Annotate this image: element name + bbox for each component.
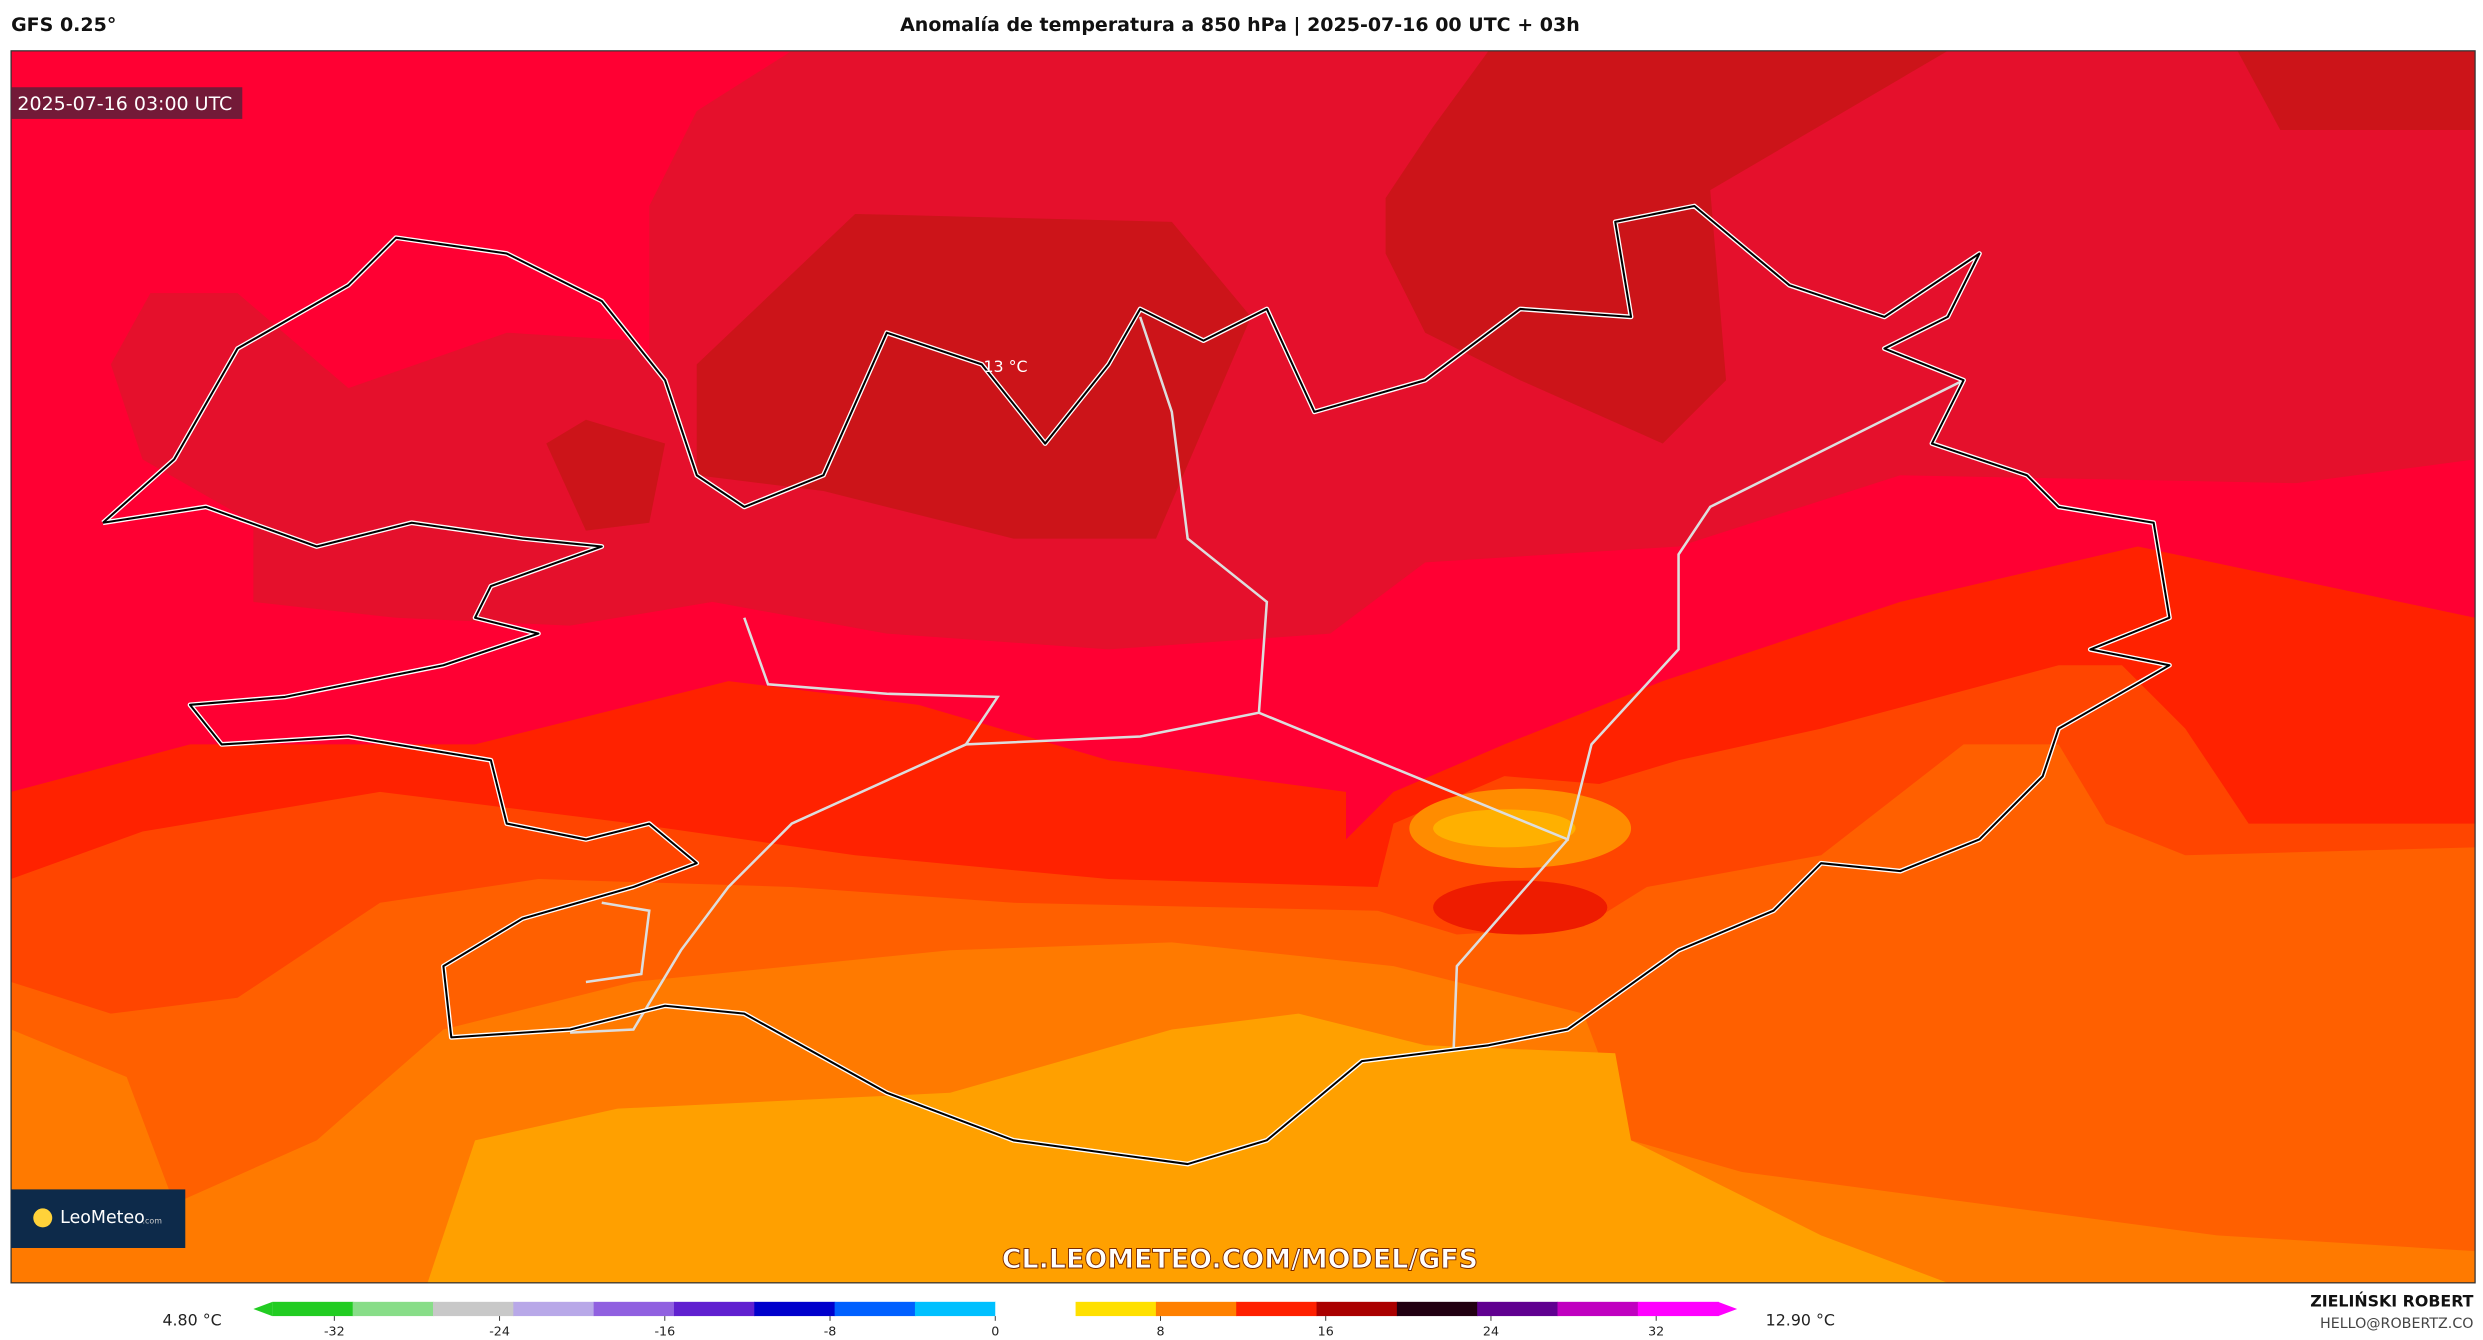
colorbar-segment [1236, 1301, 1318, 1317]
colorbar-segment [673, 1301, 755, 1317]
colorbar-segment [1557, 1301, 1639, 1317]
colorbar-tick-label: -16 [654, 1323, 675, 1338]
contour-area [696, 213, 1252, 539]
contour-area [546, 419, 666, 531]
colorbar-segment [1316, 1301, 1398, 1317]
colorbar-tick-label: 0 [991, 1323, 999, 1338]
colorbar-segment [1637, 1301, 1719, 1317]
colorbar-tick-label: 8 [1156, 1323, 1164, 1338]
colorbar-tick-label: 24 [1483, 1323, 1499, 1338]
colorbar-tick-label: -32 [324, 1323, 345, 1338]
author: ZIELIŃSKI ROBERT [2310, 1291, 2473, 1310]
colorbar-tick-label: 32 [1648, 1323, 1664, 1338]
colorbar-segment [593, 1301, 675, 1317]
contour-area [1385, 50, 1948, 444]
border [570, 743, 967, 1034]
border [1452, 838, 1569, 1049]
colorbar-tick-label: 16 [1318, 1323, 1334, 1338]
colorbar-segment [1155, 1301, 1237, 1317]
timestamp: 2025-07-16 03:00 UTC [17, 93, 232, 115]
colorbar-segment [1396, 1301, 1478, 1317]
contour-label: 13 °C [983, 357, 1027, 376]
map-title: Anomalía de temperatura a 850 hPa | 2025… [900, 14, 1580, 36]
colorbar-segment [352, 1301, 434, 1317]
border [1258, 379, 1965, 842]
border [743, 316, 1269, 746]
timestamp-box [11, 87, 243, 119]
colorbar-segment [1075, 1301, 1157, 1317]
border [585, 901, 651, 984]
model-label: GFS 0.25° [11, 14, 116, 36]
colorbar-segment [513, 1301, 595, 1317]
colorbar-segment [914, 1301, 996, 1317]
colorbar-segment [995, 1301, 1077, 1317]
min-label: 4.80 °C [162, 1310, 221, 1329]
colorbar-tick-label: -8 [824, 1323, 837, 1338]
coastline [101, 203, 2172, 1167]
watermark: CL.LEOMETEO.COM/MODEL/GFS [1002, 1244, 1478, 1275]
max-label: 12.90 °C [1766, 1310, 1835, 1329]
colorbar-extend [1718, 1301, 1738, 1317]
logo-text: LeoMeteo [60, 1208, 145, 1228]
map-frame [10, 50, 2476, 1284]
contour-area [427, 1013, 1948, 1283]
colorbar-segment [272, 1301, 354, 1317]
colorbar: -32 -24 -16 -8 0 8 16 24 32 [253, 1301, 1738, 1338]
logo-sun [33, 1208, 53, 1228]
colorbar-extend [253, 1301, 273, 1317]
email: HELLO@ROBERTZ.CO [2320, 1316, 2473, 1332]
colorbar-segment [1477, 1301, 1559, 1317]
colorbar-segment [834, 1301, 916, 1317]
colorbar-segment [754, 1301, 836, 1317]
colorbar-segment [433, 1301, 514, 1317]
map: 2025-07-16 03:00 UTC 13 °C CL.LEOMETEO.C… [10, 50, 2476, 1284]
logo-suffix: .com [143, 1217, 163, 1226]
contour-area [1433, 809, 1576, 848]
contour-area [2237, 50, 2476, 131]
contour-area [1433, 880, 1608, 935]
colorbar-tick-label: -24 [489, 1323, 510, 1338]
